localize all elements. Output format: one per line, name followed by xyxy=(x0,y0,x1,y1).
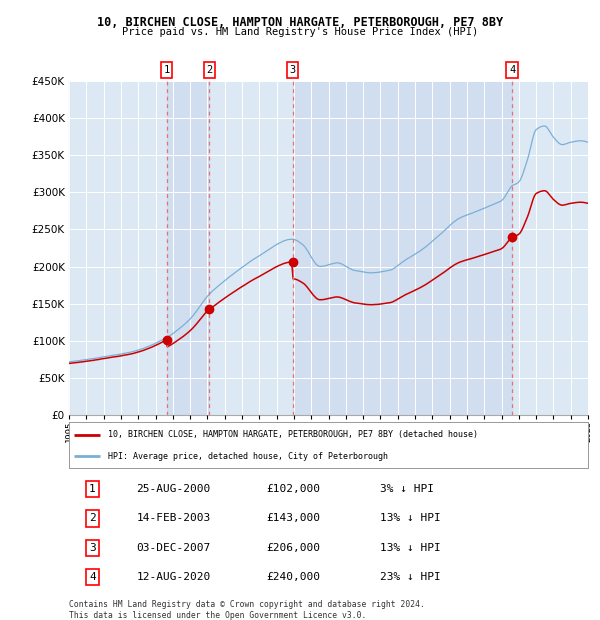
Text: 23% ↓ HPI: 23% ↓ HPI xyxy=(380,572,441,582)
Text: 3% ↓ HPI: 3% ↓ HPI xyxy=(380,484,434,494)
Text: 4: 4 xyxy=(89,572,96,582)
Text: 4: 4 xyxy=(509,65,515,75)
Text: 2: 2 xyxy=(206,65,212,75)
Text: 14-FEB-2003: 14-FEB-2003 xyxy=(136,513,211,523)
Text: 10, BIRCHEN CLOSE, HAMPTON HARGATE, PETERBOROUGH, PE7 8BY (detached house): 10, BIRCHEN CLOSE, HAMPTON HARGATE, PETE… xyxy=(108,430,478,439)
Text: £102,000: £102,000 xyxy=(266,484,320,494)
Text: 2: 2 xyxy=(89,513,96,523)
Text: 10, BIRCHEN CLOSE, HAMPTON HARGATE, PETERBOROUGH, PE7 8BY: 10, BIRCHEN CLOSE, HAMPTON HARGATE, PETE… xyxy=(97,16,503,29)
Text: Contains HM Land Registry data © Crown copyright and database right 2024.
This d: Contains HM Land Registry data © Crown c… xyxy=(69,600,425,619)
Text: 13% ↓ HPI: 13% ↓ HPI xyxy=(380,543,441,553)
Text: 13% ↓ HPI: 13% ↓ HPI xyxy=(380,513,441,523)
Text: 25-AUG-2000: 25-AUG-2000 xyxy=(136,484,211,494)
Text: 3: 3 xyxy=(89,543,96,553)
Bar xyxy=(167,81,209,415)
Text: 12-AUG-2020: 12-AUG-2020 xyxy=(136,572,211,582)
Text: £143,000: £143,000 xyxy=(266,513,320,523)
Text: £240,000: £240,000 xyxy=(266,572,320,582)
Text: 3: 3 xyxy=(289,65,296,75)
Text: 1: 1 xyxy=(164,65,170,75)
Bar xyxy=(293,81,512,415)
Text: HPI: Average price, detached house, City of Peterborough: HPI: Average price, detached house, City… xyxy=(108,452,388,461)
Text: 03-DEC-2007: 03-DEC-2007 xyxy=(136,543,211,553)
Text: 1: 1 xyxy=(89,484,96,494)
Text: £206,000: £206,000 xyxy=(266,543,320,553)
Text: Price paid vs. HM Land Registry's House Price Index (HPI): Price paid vs. HM Land Registry's House … xyxy=(122,27,478,37)
